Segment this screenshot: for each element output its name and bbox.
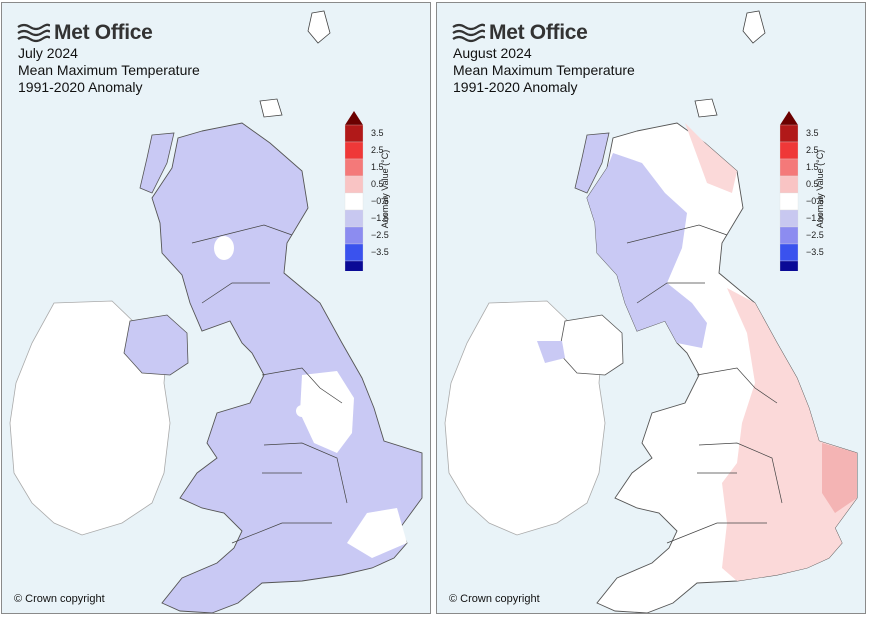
copyright-text: © Crown copyright — [449, 593, 540, 605]
colorbar-tick-label: −0.5 — [371, 196, 389, 206]
uk-anomaly-map — [9, 10, 423, 613]
colorbar-band — [779, 260, 799, 279]
title-month: August 2024 — [453, 45, 532, 61]
waves-icon — [452, 23, 485, 43]
anomaly-legend: Anomaly Value (°C) 3.5 2.5 1.5 0.5 −0.5 −1.5−… — [339, 111, 419, 291]
cool-area — [537, 341, 565, 363]
colorbar-tick-label: −3.5 — [806, 247, 824, 257]
colorbar-tick-label: −1.5 — [806, 213, 824, 223]
outer-hebrides — [139, 132, 175, 194]
colorbar-band — [779, 141, 799, 160]
colorbar — [779, 111, 799, 291]
title-baseline: 1991-2020 Anomaly — [453, 79, 578, 95]
colorbar-band — [344, 226, 364, 245]
colorbar-tick-label: 0.5 — [371, 179, 384, 189]
colorbar-tick-label: −2.5 — [371, 230, 389, 240]
title-month: July 2024 — [18, 45, 78, 61]
near-normal-area — [347, 508, 407, 558]
colorbar-band — [779, 175, 799, 194]
colorbar-band — [344, 158, 364, 177]
title-variable: Mean Maximum Temperature — [18, 62, 200, 78]
colorbar-band — [344, 209, 364, 228]
colorbar-band — [344, 124, 364, 143]
colorbar-band — [779, 226, 799, 245]
logo-text: Met Office — [489, 21, 588, 44]
colorbar-tick-label: 2.5 — [806, 145, 819, 155]
colorbar-tick-label: 2.5 — [371, 145, 384, 155]
colorbar-band — [344, 243, 364, 262]
colorbar-band — [344, 260, 364, 279]
colorbar — [344, 111, 364, 291]
uk-anomaly-map — [444, 10, 858, 613]
title-variable: Mean Maximum Temperature — [453, 62, 635, 78]
near-normal-area — [296, 405, 308, 417]
colorbar-band — [344, 192, 364, 211]
near-normal-area — [300, 371, 354, 453]
northern-ireland — [123, 314, 189, 376]
colorbar-band — [779, 192, 799, 211]
map-panel-july: Met Office July 2024 Mean Maximum Temper… — [1, 2, 431, 614]
orkney-shetland — [259, 10, 331, 118]
colorbar-band — [779, 124, 799, 143]
warm-area — [685, 123, 737, 193]
warmer-area — [822, 443, 857, 513]
colorbar-tick-label: 0.5 — [806, 179, 819, 189]
met-office-logo: Met Office — [16, 19, 153, 47]
colorbar-tick-label: −0.5 — [806, 196, 824, 206]
near-normal-area — [214, 236, 234, 260]
map-titles: July 2024 Mean Maximum Temperature 1991-… — [18, 45, 200, 96]
colorbar-arrow-up — [780, 111, 798, 125]
colorbar-arrow-up — [345, 111, 363, 125]
colorbar-band — [344, 175, 364, 194]
colorbar-tick-label: 3.5 — [806, 128, 819, 138]
anomaly-legend: Anomaly Value (°C) 3.5 2.5 1.5 0.5 −0.5 −1.5−… — [774, 111, 854, 291]
colorbar-band — [779, 209, 799, 228]
logo-text: Met Office — [54, 21, 153, 44]
colorbar-tick-label: 1.5 — [806, 162, 819, 172]
warm-area — [722, 288, 857, 581]
colorbar-band — [344, 141, 364, 160]
map-titles: August 2024 Mean Maximum Temperature 199… — [453, 45, 635, 96]
title-baseline: 1991-2020 Anomaly — [18, 79, 143, 95]
colorbar-band — [779, 158, 799, 177]
copyright-text: © Crown copyright — [14, 593, 105, 605]
waves-icon — [17, 23, 50, 43]
colorbar-tick-label: 3.5 — [371, 128, 384, 138]
met-office-logo: Met Office — [451, 19, 588, 47]
colorbar-tick-label: −3.5 — [371, 247, 389, 257]
cool-area — [587, 153, 707, 348]
colorbar-tick-label: −2.5 — [806, 230, 824, 240]
orkney-shetland — [694, 10, 766, 118]
colorbar-band — [779, 243, 799, 262]
colorbar-tick-label: 1.5 — [371, 162, 384, 172]
outer-hebrides — [574, 132, 610, 194]
region-boundary — [191, 224, 348, 544]
map-panel-august: Met Office August 2024 Mean Maximum Temp… — [436, 2, 866, 614]
colorbar-tick-label: −1.5 — [371, 213, 389, 223]
region-boundary — [626, 224, 783, 544]
